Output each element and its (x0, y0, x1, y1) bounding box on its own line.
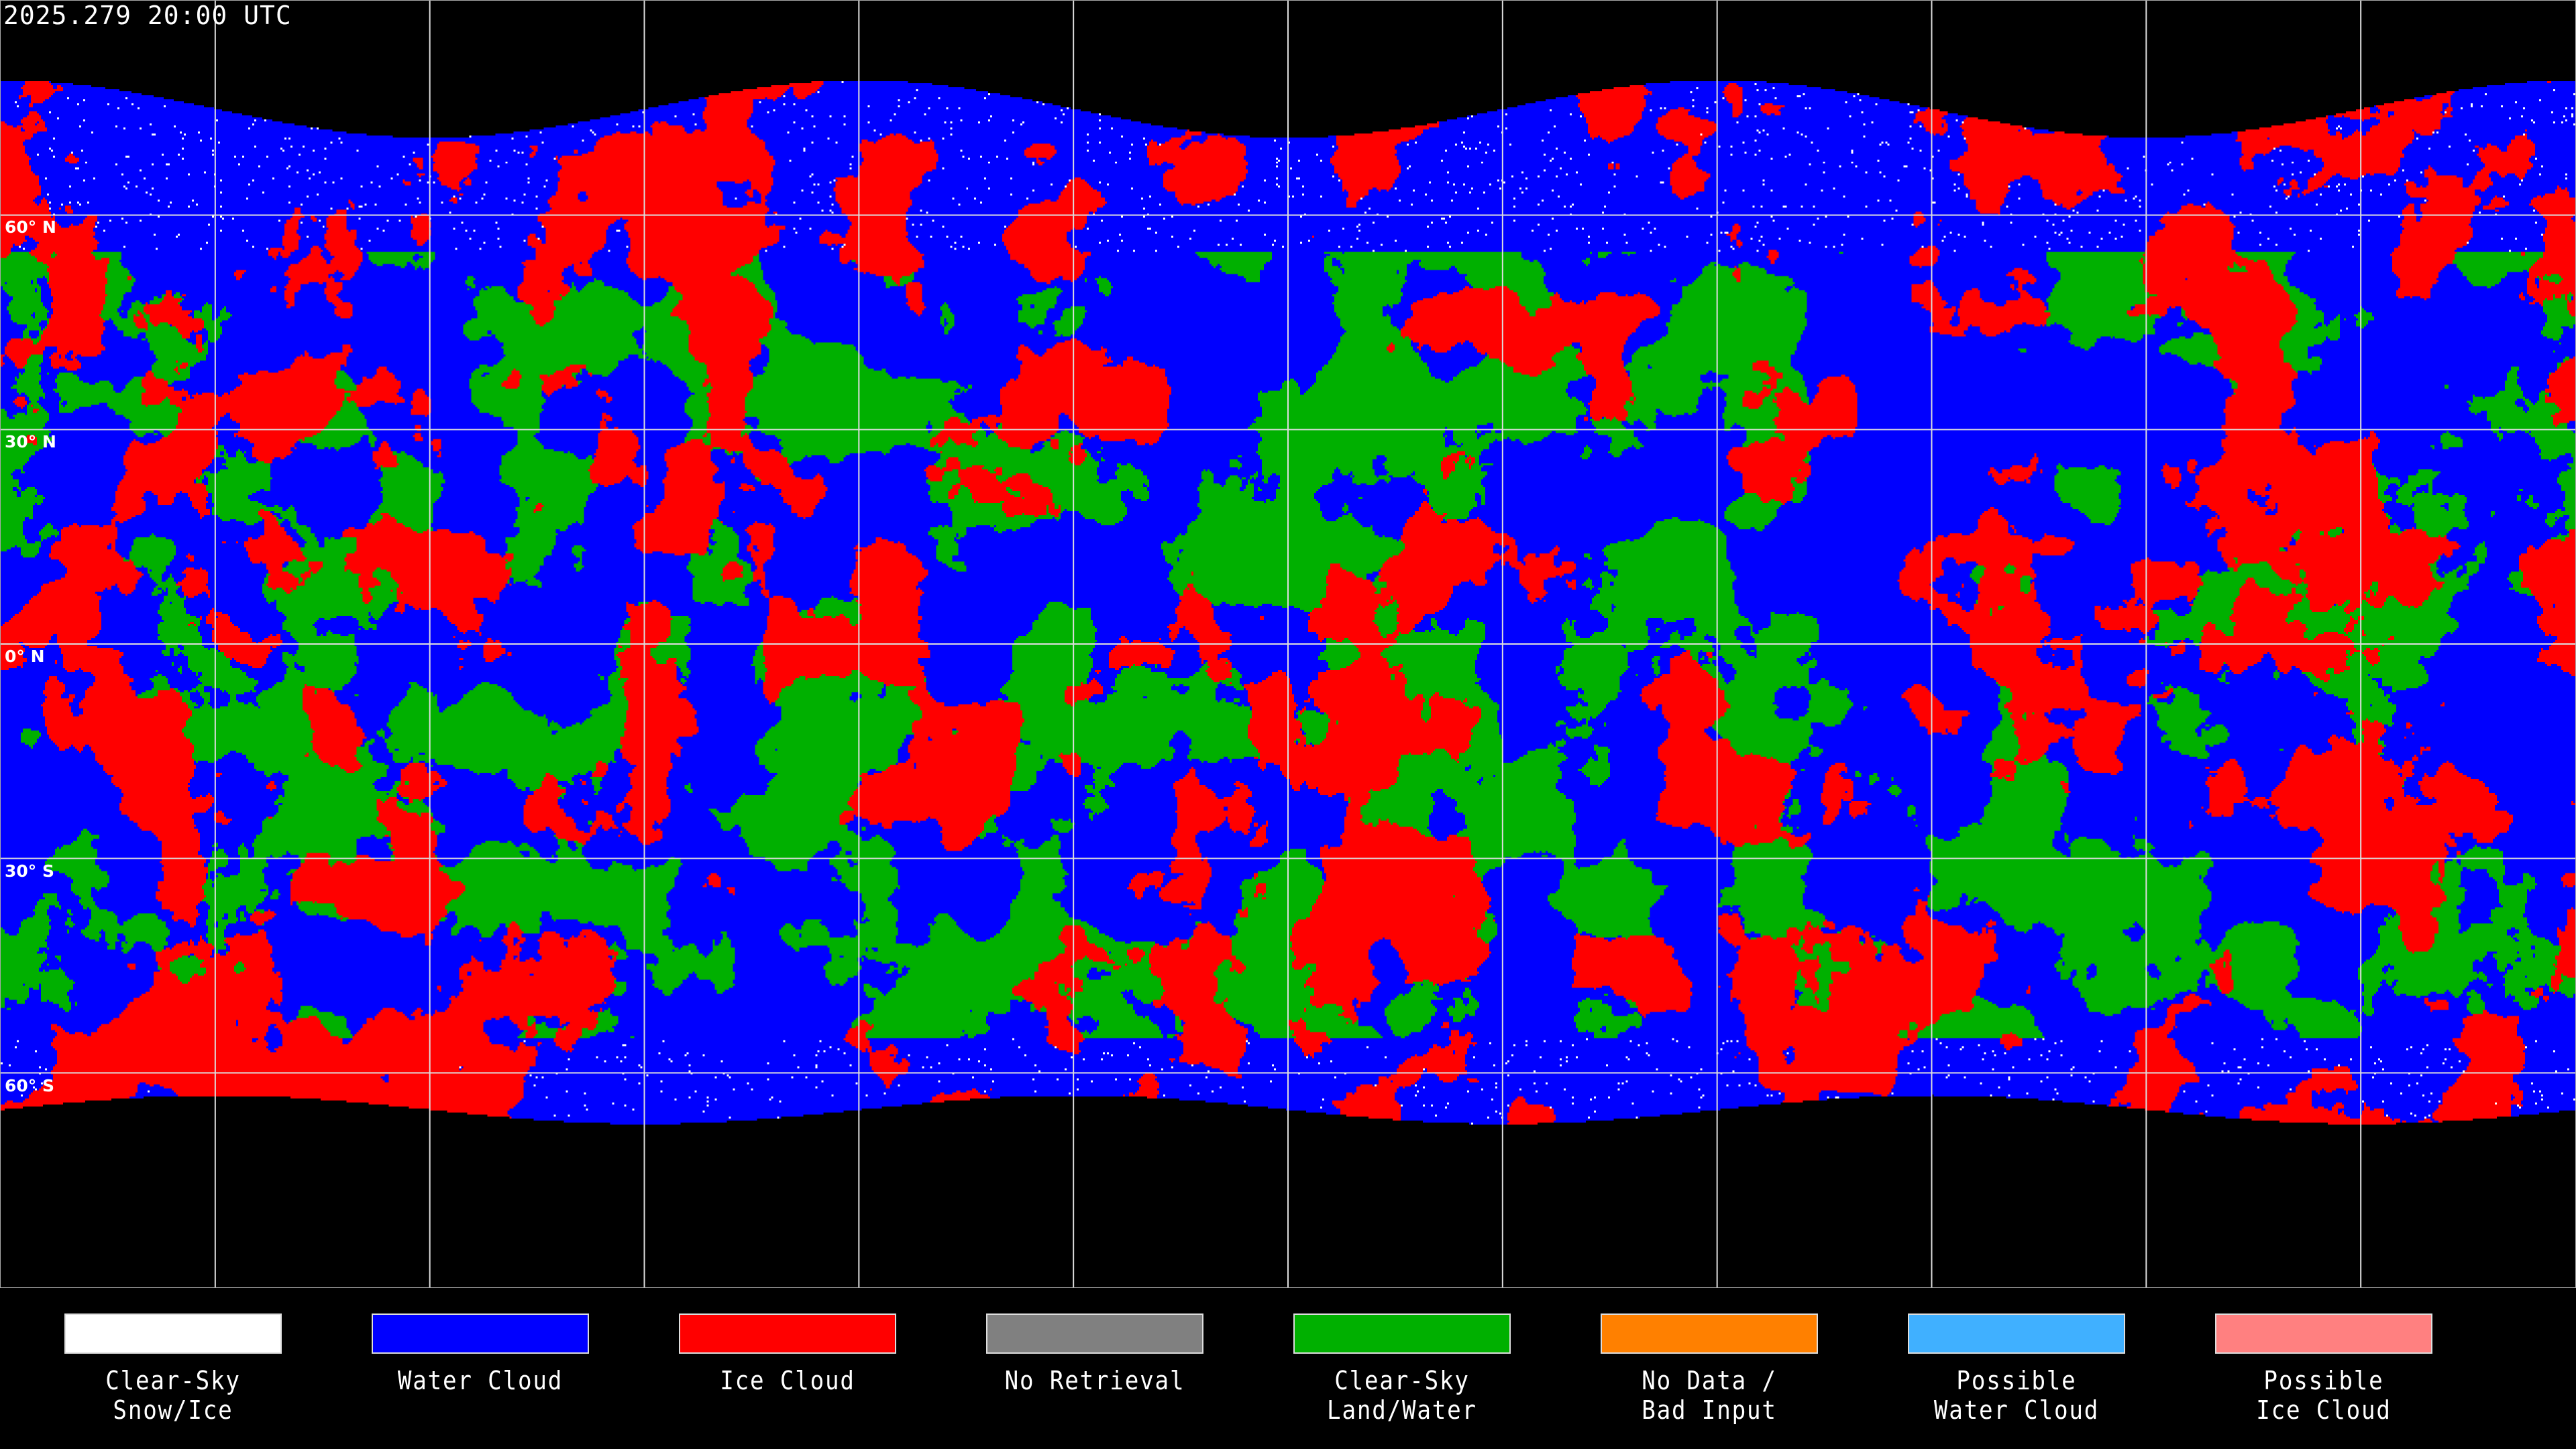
legend-swatch (1601, 1313, 1818, 1354)
legend-swatch (64, 1313, 282, 1354)
legend-label: Ice Cloud (720, 1366, 855, 1395)
legend-swatch (372, 1313, 589, 1354)
legend-label: Water Cloud (397, 1366, 564, 1395)
legend-label: Clear-Sky Land/Water (1327, 1366, 1477, 1425)
lat-lon-grid (1, 1, 2575, 1287)
legend-label: Possible Ice Cloud (2256, 1366, 2392, 1425)
lat-label-30s: 30° S (5, 861, 54, 881)
legend-label: No Data / Bad Input (1642, 1366, 1777, 1425)
legend-item: Clear-Sky Land/Water (1248, 1313, 1556, 1425)
legend-item: No Retrieval (941, 1313, 1249, 1395)
legend-swatch (1293, 1313, 1511, 1354)
legend-swatch (986, 1313, 1203, 1354)
legend-item: No Data / Bad Input (1555, 1313, 1864, 1425)
cloud-phase-map: 2025.279 20:00 UTC 60° N 30° N 0° N 30° … (0, 0, 2576, 1288)
legend-label: Clear-Sky Snow/Ice (105, 1366, 241, 1425)
legend-swatch (679, 1313, 896, 1354)
lat-label-60s: 60° S (5, 1076, 54, 1095)
timestamp-title: 2025.279 20:00 UTC (3, 1, 292, 30)
legend-item: Clear-Sky Snow/Ice (19, 1313, 327, 1425)
lat-label-30n: 30° N (5, 432, 56, 451)
legend-item: Possible Water Cloud (1862, 1313, 2171, 1425)
legend-swatch (2215, 1313, 2432, 1354)
legend-label: No Retrieval (1004, 1366, 1185, 1395)
legend: Clear-Sky Snow/Ice Water Cloud Ice Cloud No… (0, 1288, 2576, 1449)
legend-label: Possible Water Cloud (1933, 1366, 2100, 1425)
lat-label-0n: 0° N (5, 647, 45, 666)
legend-item: Possible Ice Cloud (2169, 1313, 2478, 1425)
legend-swatch (1908, 1313, 2125, 1354)
legend-item: Ice Cloud (633, 1313, 942, 1395)
legend-item: Water Cloud (326, 1313, 635, 1395)
lat-label-60n: 60° N (5, 217, 56, 237)
